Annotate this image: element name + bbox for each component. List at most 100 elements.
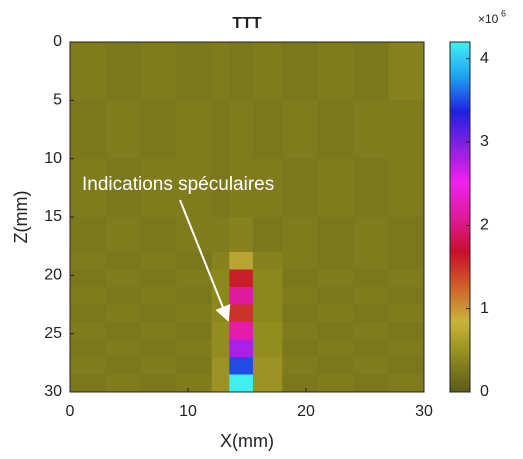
heatmap-cell: [252, 158, 283, 218]
heatmap-cell: [282, 158, 319, 218]
heatmap-cell: [252, 100, 283, 160]
heatmap-cell: [353, 217, 390, 253]
heatmap-cell: [105, 158, 142, 218]
heatmap-cell: [70, 252, 106, 270]
heatmap-cell: [252, 42, 283, 101]
heatmap-cell: [211, 217, 230, 253]
heatmap-cell: [70, 357, 106, 375]
x-tick-label: 10: [179, 403, 197, 420]
heatmap-cell: [229, 339, 254, 358]
heatmap-cell: [353, 304, 390, 323]
heatmap-cell: [353, 339, 390, 358]
heatmap-cell: [317, 357, 354, 375]
heatmap-cell: [70, 374, 106, 393]
colorbar-tick-label: 3: [480, 133, 489, 150]
heatmap-cell: [176, 339, 213, 358]
heatmap-cell: [176, 374, 213, 393]
heatmap-cell: [140, 158, 177, 218]
heatmap-cell: [211, 357, 230, 375]
x-axis-label: X(mm): [220, 431, 274, 451]
heatmap-cell: [252, 374, 283, 393]
heatmap-cell: [317, 304, 354, 323]
heatmap-cell: [388, 357, 425, 375]
y-axis-label: Z(mm): [11, 191, 31, 244]
heatmap-cell: [252, 217, 283, 253]
heatmap-cell: [282, 357, 319, 375]
heatmap-cell: [105, 100, 142, 160]
y-tick-label: 15: [44, 208, 62, 225]
heatmap-cell: [353, 269, 390, 288]
heatmap-cell: [252, 252, 283, 270]
heatmap-cell: [353, 374, 390, 393]
heatmap-cell: [317, 217, 354, 253]
heatmap-cell: [70, 304, 106, 323]
heatmap-cell: [282, 252, 319, 270]
heatmap-cell: [211, 374, 230, 393]
heatmap-cell: [388, 304, 425, 323]
y-tick-label: 30: [44, 383, 62, 400]
heatmap-cell: [388, 252, 425, 270]
heatmap-cell: [229, 374, 254, 393]
heatmap-cell: [140, 269, 177, 288]
heatmap-cell: [353, 100, 390, 160]
heatmap-cell: [70, 42, 106, 101]
heatmap-cell: [388, 374, 425, 393]
heatmap-cell: [317, 42, 354, 101]
heatmap-cell: [176, 269, 213, 288]
y-tick-label: 10: [44, 150, 62, 167]
heatmap-cell: [317, 339, 354, 358]
heatmap-cell: [317, 322, 354, 340]
colorbar-tick-label: 1: [480, 300, 489, 317]
heatmap-cell: [70, 158, 106, 218]
heatmap-cell: [282, 269, 319, 288]
heatmap-cell: [317, 252, 354, 270]
heatmap-cell: [140, 287, 177, 305]
heatmap-cell: [282, 287, 319, 305]
heatmap-cell: [282, 374, 319, 393]
heatmap-cell: [229, 252, 254, 270]
heatmap-cell: [229, 357, 254, 375]
heatmap-cell: [388, 217, 425, 253]
x-tick-label: 30: [415, 403, 433, 420]
heatmap-cell: [105, 339, 142, 358]
colorbar-exponent: 6: [501, 8, 506, 18]
heatmap-cell: [229, 287, 254, 305]
heatmap-cell: [252, 322, 283, 340]
heatmap-cell: [252, 339, 283, 358]
x-tick-label: 0: [66, 403, 75, 420]
heatmap-cell: [140, 357, 177, 375]
heatmap-cell: [176, 42, 213, 101]
heatmap-cell: [105, 217, 142, 253]
heatmap-cell: [353, 252, 390, 270]
colorbar: [449, 41, 471, 393]
heatmap-cell: [105, 269, 142, 288]
heatmap-cell: [105, 304, 142, 323]
heatmap-cell: [211, 158, 230, 218]
heatmap-cell: [252, 357, 283, 375]
heatmap-cell: [388, 158, 425, 218]
heatmap-cell: [211, 339, 230, 358]
heatmap-cell: [388, 42, 425, 101]
heatmap-cell: [105, 374, 142, 393]
y-tick-label: 20: [44, 267, 62, 284]
colorbar-multiplier: ×10: [478, 12, 499, 26]
y-tick-label: 25: [44, 325, 62, 342]
heatmap-cell: [105, 322, 142, 340]
heatmap-cell: [252, 269, 283, 288]
heatmap-cell: [229, 42, 254, 101]
heatmap-cell: [105, 252, 142, 270]
heatmap-cell: [229, 269, 254, 288]
heatmap-cell: [211, 100, 230, 160]
heatmap-cell: [282, 339, 319, 358]
heatmap-cell: [105, 42, 142, 101]
y-tick-label: 5: [53, 92, 62, 109]
heatmap-cell: [176, 287, 213, 305]
heatmap-cell: [388, 339, 425, 358]
heatmap-cell: [252, 304, 283, 323]
heatmap-cell: [70, 100, 106, 160]
heatmap-cell: [252, 287, 283, 305]
heatmap-cell: [388, 269, 425, 288]
heatmap-cell: [176, 100, 213, 160]
heatmap-cell: [211, 322, 230, 340]
